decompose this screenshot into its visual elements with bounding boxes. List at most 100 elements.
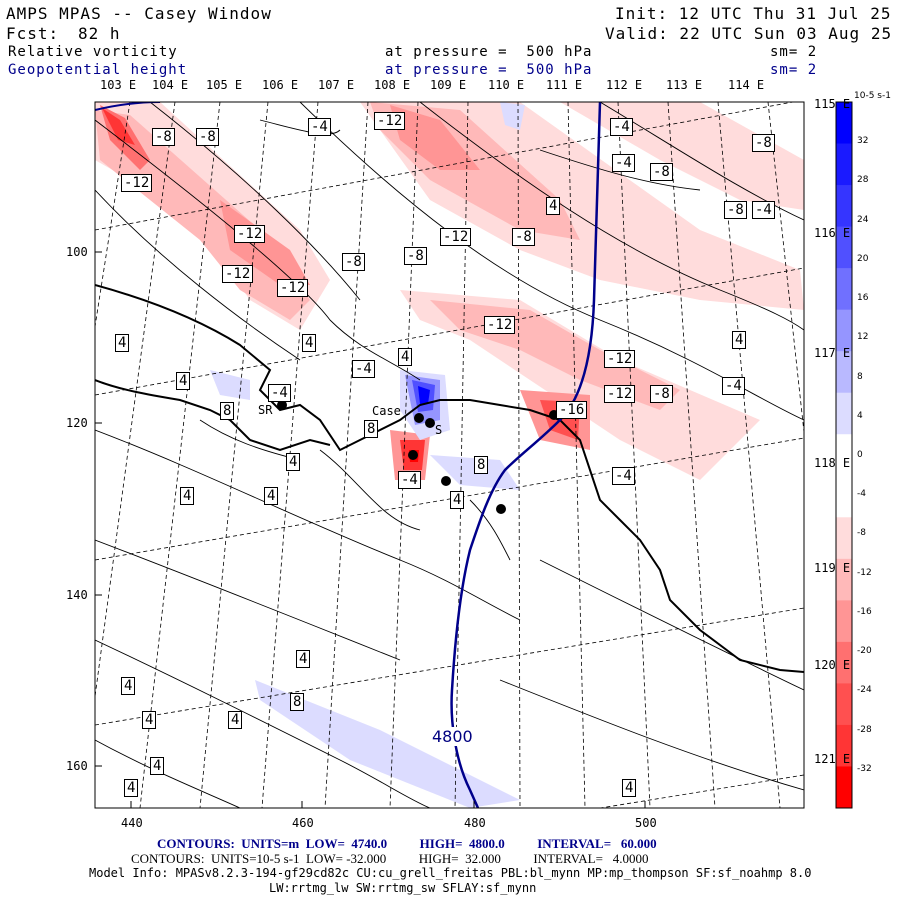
contour-label: -4 (352, 360, 375, 378)
y-tick-label: 100 (66, 245, 88, 259)
colorbar-tick-label: 16 (857, 293, 869, 304)
lon-label: 121 E (814, 752, 851, 766)
contour-label: -4 (268, 384, 291, 402)
colorbar-tick-label: 12 (857, 332, 869, 343)
colorbar-segment (836, 724, 852, 767)
lon-label: 110 E (488, 78, 525, 92)
contour-label: 4 (546, 197, 561, 215)
lon-label: 114 E (728, 78, 765, 92)
colorbar-tick-label: 4 (857, 410, 863, 421)
contour-label: 4 (121, 677, 136, 695)
contour-label: 4 (296, 650, 311, 668)
lon-label: 104 E (152, 78, 189, 92)
contour-label: 4 (180, 487, 195, 505)
contour-label: -12 (374, 112, 406, 130)
colorbar-segment (836, 392, 852, 435)
colorbar-unit: 10-5 s-1 (854, 91, 891, 101)
colorbar-segment (836, 434, 852, 477)
valid-time: Valid: 22 UTC Sun 03 Aug 25 (605, 24, 893, 43)
map-title: AMPS MPAS -- Casey Window (6, 4, 272, 23)
model-info: Model Info: MPASv8.2.3-194-gf29cd82c CU:… (89, 866, 812, 880)
contour-label: 4 (124, 779, 139, 797)
x-tick-label: 460 (292, 816, 314, 830)
contour-label: -8 (650, 163, 673, 181)
colorbar-segment (836, 766, 852, 809)
contour-label: -8 (650, 385, 673, 403)
field1-smoothing: sm= 2 (770, 44, 818, 60)
station-label: S (435, 423, 443, 437)
contour-label: 8 (220, 402, 235, 420)
x-tick-label: 500 (635, 816, 657, 830)
colorbar-segment (836, 185, 852, 228)
colorbar-tick-label: 20 (857, 253, 869, 264)
contour-label: -8 (752, 134, 775, 152)
contour-label: -12 (604, 385, 636, 403)
lon-label: 107 E (318, 78, 355, 92)
field1-name: Relative vorticity (8, 44, 178, 60)
colorbar-tick-label: 8 (857, 371, 863, 382)
lon-label: 109 E (430, 78, 467, 92)
field2-level: at pressure = 500 hPa (385, 62, 593, 78)
contour-label: -12 (604, 350, 636, 368)
longitude-lines (95, 102, 804, 808)
colorbar-segment (836, 558, 852, 601)
contour-label: -8 (404, 247, 427, 265)
contour-label: -8 (724, 201, 747, 219)
contour-label: -12 (277, 279, 309, 297)
contour-label: -4 (612, 154, 635, 172)
y-tick-label: 120 (66, 416, 88, 430)
colorbar-tick-label: -8 (857, 528, 866, 539)
colorbar-tick-label: -24 (857, 685, 872, 696)
contour-label: 4 (398, 348, 413, 366)
vorticity-contours (95, 102, 804, 808)
contour-label: 4 (732, 331, 747, 349)
contour-label: 4 (450, 491, 465, 509)
lon-label: 118 E (814, 456, 851, 470)
forecast-label: Fcst: (6, 24, 60, 43)
colorbar-segment (836, 351, 852, 394)
contour-label: 8 (474, 456, 489, 474)
colorbar-tick-label: 28 (857, 175, 869, 186)
y-tick-label: 140 (66, 588, 88, 602)
contour-label: -8 (152, 128, 175, 146)
contour-label: 4 (115, 334, 130, 352)
colorbar-segment (836, 143, 852, 186)
field1-level: at pressure = 500 hPa (385, 44, 593, 60)
x-tick-label: 440 (121, 816, 143, 830)
contour-label: -8 (342, 253, 365, 271)
lon-label: 116 E (814, 226, 851, 240)
colorbar-segment (836, 683, 852, 726)
colorbar-tick-label: -4 (857, 489, 866, 500)
colorbar-segment (836, 600, 852, 643)
colorbar-segment (836, 641, 852, 684)
station-label: SR (258, 403, 273, 417)
vorticity-contour-info: CONTOURS: UNITS=10-5 s-1 LOW= -32.000 HI… (131, 851, 649, 866)
colorbar-tick-label: 32 (857, 136, 869, 147)
contour-label: -8 (512, 228, 535, 246)
lon-label: 113 E (666, 78, 703, 92)
x-tick-label: 480 (464, 816, 486, 830)
contour-label: -8 (196, 128, 219, 146)
colorbar-segment (836, 475, 852, 518)
colorbar-tick-label: -16 (857, 606, 872, 617)
forecast-hour: 82 h (78, 24, 121, 43)
height-contour-label: 4800 (432, 727, 473, 746)
contour-label: 4 (286, 453, 301, 471)
colorbar-segment (836, 517, 852, 560)
axis-ticks (95, 251, 646, 808)
contour-label: -16 (556, 401, 588, 419)
contour-label: -12 (484, 316, 516, 334)
contour-label: -12 (234, 225, 266, 243)
lon-label: 108 E (374, 78, 411, 92)
colorbar-tick-label: -28 (857, 724, 872, 735)
coastline (95, 284, 804, 673)
init-time: Init: 12 UTC Thu 31 Jul 25 (615, 4, 892, 23)
lon-label: 106 E (262, 78, 299, 92)
station-label: Case (372, 404, 401, 418)
contour-label: 4 (622, 779, 637, 797)
colorbar-segment (836, 268, 852, 311)
colorbar-segment (836, 102, 852, 145)
field2-name: Geopotential height (8, 62, 188, 78)
colorbar-segment (836, 309, 852, 352)
